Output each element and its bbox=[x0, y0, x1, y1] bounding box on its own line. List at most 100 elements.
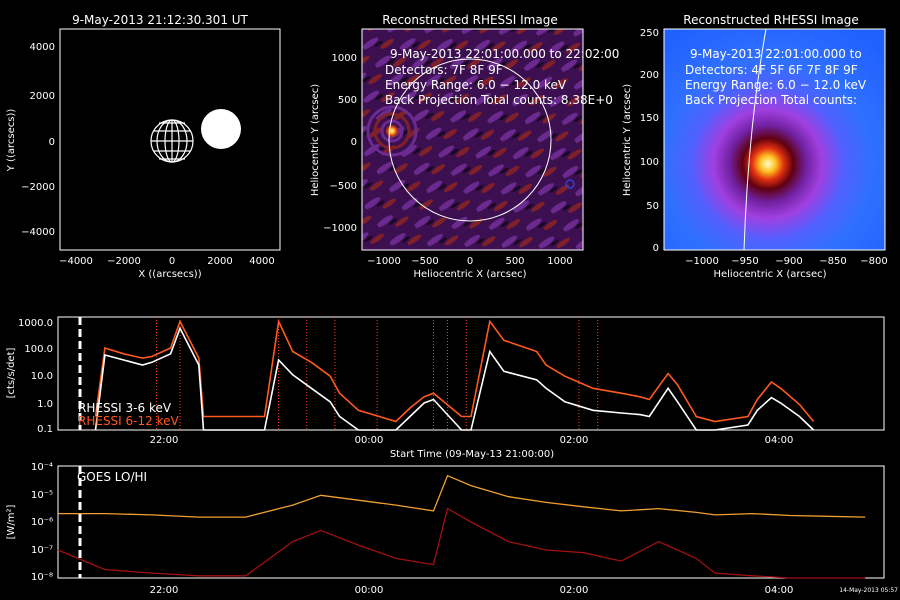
tick-label: 50 bbox=[646, 201, 659, 212]
rhessi-zoom-info: 9-May-2013 22:01:00.000 to Detectors: 4F… bbox=[685, 47, 867, 107]
tick-label: 02:00 bbox=[560, 585, 589, 596]
orbit-xlabel: X ((arcsecs)) bbox=[138, 269, 201, 280]
tick-label: 100 bbox=[640, 157, 659, 168]
tick-label: 1000.0 bbox=[18, 318, 53, 329]
info-line: Back Projection Total counts: 8.38E+0 bbox=[385, 93, 613, 107]
info-line: Energy Range: 6.0 − 12.0 keV bbox=[385, 78, 567, 92]
tick-label: 1000 bbox=[332, 53, 357, 64]
tick-label: 10⁻⁸ bbox=[31, 572, 53, 583]
tick-label: 500 bbox=[505, 256, 524, 267]
tick-label: −2000 bbox=[21, 182, 55, 193]
goes-lo-series bbox=[58, 474, 866, 518]
goes-yticks: 10⁻⁴ 10⁻⁵ 10⁻⁶ 10⁻⁷ 10⁻⁸ bbox=[31, 462, 53, 583]
legend-entry-6-12: RHESSI 6-12 keV bbox=[78, 414, 179, 428]
goes-hi-series bbox=[57, 507, 866, 579]
tick-label: 500 bbox=[338, 95, 357, 106]
lightcurve-xticks: 22:00 00:00 02:00 04:00 bbox=[150, 435, 794, 446]
tick-label: 150 bbox=[640, 113, 659, 124]
tick-label: −4000 bbox=[21, 227, 55, 238]
tick-label: 00:00 bbox=[355, 435, 384, 446]
lightcurve-frame bbox=[57, 316, 885, 431]
tick-label: 4000 bbox=[249, 256, 274, 267]
lightcurve-ylabel: [cts/s/det] bbox=[6, 348, 17, 399]
orbit-title: 9-May-2013 21:12:30.301 UT bbox=[72, 13, 248, 27]
rhessi-zoom-yticks: 250 200 150 100 50 0 bbox=[640, 28, 659, 254]
tick-label: 100.0 bbox=[24, 344, 53, 355]
tick-label: −1000 bbox=[685, 256, 719, 267]
tick-label: 0 bbox=[653, 243, 659, 254]
info-line: 9-May-2013 22:01:00.000 to 22:02:00 bbox=[390, 47, 619, 61]
orbit-panel: 9-May-2013 21:12:30.301 UT −4000 −2000 0… bbox=[6, 13, 281, 280]
rhessi-full-frame bbox=[361, 28, 584, 251]
rhessi-zoom-frame bbox=[663, 28, 886, 251]
orbit-ylabel: Y ((arcsecs)) bbox=[6, 109, 17, 173]
earth-globe bbox=[150, 119, 194, 163]
tick-label: 2000 bbox=[30, 91, 55, 102]
tick-label: −850 bbox=[819, 256, 846, 267]
date-stamp: 14-May-2013 05:57 bbox=[839, 587, 898, 594]
lightcurve-yticks: 1000.0 100.0 10.0 1.0 0.1 bbox=[18, 318, 53, 435]
goes-marks bbox=[57, 474, 866, 579]
lightcurve-marks bbox=[94, 317, 815, 431]
flare-source bbox=[385, 124, 399, 138]
tick-label: 10⁻⁶ bbox=[31, 517, 53, 528]
tick-label: 04:00 bbox=[765, 435, 794, 446]
lightcurve-panel: 1000.0 100.0 10.0 1.0 0.1 22:00 00:00 02… bbox=[6, 316, 885, 460]
tick-label: 2000 bbox=[207, 256, 232, 267]
tick-label: 22:00 bbox=[150, 435, 179, 446]
orbit-plot-frame bbox=[59, 28, 281, 251]
goes-xticks: 22:00 00:00 02:00 04:00 bbox=[150, 585, 794, 596]
info-line: Back Projection Total counts: bbox=[685, 93, 857, 107]
lightcurve-xlabel: Start Time (09-May-13 21:00:00) bbox=[390, 449, 554, 460]
series-3-6-kev bbox=[94, 326, 815, 431]
tick-label: 0 bbox=[351, 137, 357, 148]
tick-label: 0.1 bbox=[37, 424, 53, 435]
info-line: 9-May-2013 22:01:00.000 to bbox=[690, 47, 862, 61]
rhessi-zoom-xlabel: Heliocentric X (arcsec) bbox=[713, 269, 826, 280]
legend-entry-3-6: RHESSI 3-6 keV bbox=[78, 401, 172, 415]
sun-disk bbox=[201, 109, 241, 149]
orbit-yticks: 4000 2000 0 −2000 −4000 bbox=[21, 42, 55, 238]
tick-label: 10⁻⁷ bbox=[31, 545, 53, 556]
limb-arc bbox=[743, 28, 767, 251]
goes-label: GOES LO/HI bbox=[77, 470, 147, 484]
tick-label: 250 bbox=[640, 28, 659, 39]
tick-label: −4000 bbox=[59, 256, 93, 267]
tick-label: 4000 bbox=[30, 42, 55, 53]
tick-label: 00:00 bbox=[355, 585, 384, 596]
tick-label: −500 bbox=[411, 256, 438, 267]
tick-label: −1000 bbox=[367, 256, 401, 267]
tick-label: 22:00 bbox=[150, 585, 179, 596]
goes-panel: GOES LO/HI 10⁻⁴ 10⁻⁵ 10⁻⁶ 10⁻⁷ 10⁻⁸ 22:0… bbox=[6, 462, 898, 596]
rhessi-zoom-xticks: −1000 −950 −900 −850 −800 bbox=[685, 256, 888, 267]
rhessi-zoom-ylabel: Heliocentric Y (arcsec) bbox=[622, 84, 633, 196]
tick-label: 04:00 bbox=[765, 585, 794, 596]
tick-label: −500 bbox=[330, 181, 357, 192]
tick-label: −900 bbox=[775, 256, 802, 267]
rhessi-full-ylabel: Heliocentric Y (arcsec) bbox=[310, 84, 321, 196]
blue-marker bbox=[565, 179, 575, 189]
tick-label: 200 bbox=[640, 70, 659, 81]
tick-label: 10.0 bbox=[31, 371, 53, 382]
tick-label: 0 bbox=[169, 256, 175, 267]
rhessi-full-info: 9-May-2013 22:01:00.000 to 22:02:00 Dete… bbox=[385, 47, 619, 107]
rhessi-full-title: Reconstructed RHESSI Image bbox=[382, 13, 557, 27]
tick-label: 10⁻⁴ bbox=[31, 462, 53, 473]
tick-label: 1000 bbox=[547, 256, 572, 267]
tick-label: −2000 bbox=[107, 256, 141, 267]
info-line: Detectors: 7F 8F 9F bbox=[385, 63, 503, 77]
tick-label: 10⁻⁵ bbox=[31, 490, 53, 501]
rhessi-full-xticks: −1000 −500 0 500 1000 bbox=[367, 256, 573, 267]
info-line: Energy Range: 6.0 − 12.0 keV bbox=[685, 78, 867, 92]
tick-label: 1.0 bbox=[37, 399, 53, 410]
rhessi-zoom-title: Reconstructed RHESSI Image bbox=[683, 13, 858, 27]
rhessi-full-panel: Reconstructed RHESSI Image 9-May-2013 22… bbox=[310, 13, 619, 280]
rhessi-full-xlabel: Heliocentric X (arcsec) bbox=[413, 269, 526, 280]
tick-label: −800 bbox=[860, 256, 887, 267]
tick-label: −950 bbox=[731, 256, 758, 267]
rhessi-full-rings bbox=[366, 105, 418, 157]
tick-label: −1000 bbox=[323, 223, 357, 234]
rhessi-full-yticks: 1000 500 0 −500 −1000 bbox=[323, 53, 357, 234]
solar-limb bbox=[388, 58, 552, 222]
